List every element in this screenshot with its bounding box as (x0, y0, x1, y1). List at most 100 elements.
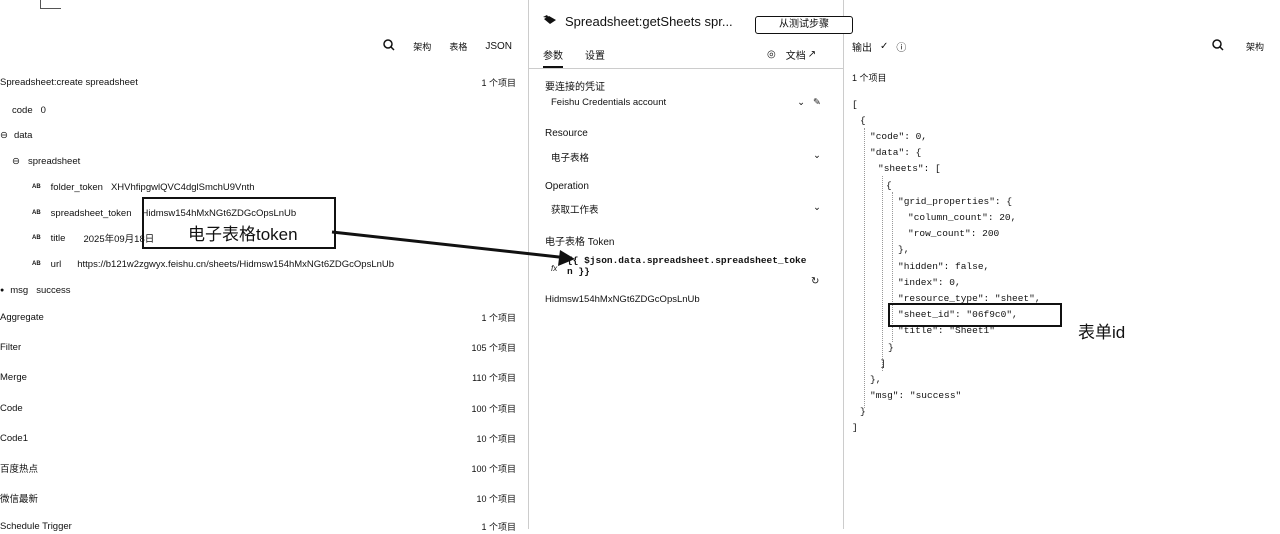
node-item[interactable]: 微信最新 10 个项目 (0, 490, 516, 506)
schema-view-button[interactable]: 架构 (413, 41, 432, 52)
node-item[interactable]: Code 100 个项目 (0, 400, 516, 416)
resource-select[interactable]: 电子表格 ⌄ (551, 150, 821, 164)
field-folder-token: AB folder_token XHVhfipgwlQVC4dglSmchU9V… (32, 179, 516, 195)
external-link-icon[interactable]: ↗ (807, 49, 817, 60)
sheet-id-annotation-box (888, 303, 1062, 327)
json-line: "grid_properties": { (898, 196, 1013, 207)
feedback-icon[interactable]: ◎ (767, 49, 776, 60)
node-count: 1 个项目 (481, 77, 516, 88)
node-count: 10 个项目 (476, 493, 516, 504)
docs-link[interactable]: 文档 (785, 51, 806, 62)
field-key: title (50, 232, 66, 244)
feishu-logo-icon (543, 14, 557, 29)
node-title: Spreadsheet:create spreadsheet (0, 76, 138, 88)
json-view-button[interactable]: JSON (485, 40, 512, 52)
json-line: ] (852, 422, 858, 433)
node-name: Code (0, 402, 23, 414)
json-line: "sheet_id": "06f9c0", (898, 309, 1018, 320)
execute-step-button[interactable]: 从测试步骤 (755, 16, 853, 34)
node-name: Filter (0, 341, 22, 353)
json-line: }, (870, 374, 882, 385)
field-value: 0 (40, 104, 46, 116)
field-value: https://b121w2zgwyx.feishu.cn/sheets/Hid… (77, 258, 395, 270)
field-key: spreadsheet (27, 155, 81, 167)
collapse-icon[interactable]: ⊖ (0, 129, 8, 141)
credential-label: 要连接的凭证 (545, 82, 605, 93)
expression-fx-icon[interactable]: fx (551, 264, 558, 273)
string-type-icon: AB (32, 261, 41, 267)
field-key: spreadsheet_token (50, 207, 132, 219)
refresh-icon[interactable]: ↻ (811, 276, 820, 287)
field-value: Hidmsw154hMxNGt6ZDGcOpsLnUb (141, 207, 297, 219)
node-item[interactable]: Code1 10 个项目 (0, 430, 516, 446)
bullet-icon: ● (0, 286, 5, 294)
json-line: "index": 0, (898, 277, 961, 288)
node-count: 105 个项目 (471, 342, 516, 353)
node-count: 1 个项目 (481, 521, 516, 532)
node-name: Merge (0, 371, 27, 383)
node-item[interactable]: Merge 110 个项目 (0, 369, 516, 385)
node-item[interactable]: Filter 105 个项目 (0, 339, 516, 355)
check-circle-icon: ✓ (880, 41, 889, 52)
field-data[interactable]: ⊖ data (0, 127, 516, 143)
output-panel: 输出 ✓ ⓘ 架构 1 个项目 [ { "code": 0, "data": {… (842, 0, 1280, 529)
info-icon[interactable]: ⓘ (896, 43, 907, 54)
operation-select[interactable]: 获取工作表 ⌄ (551, 202, 821, 216)
string-type-icon: AB (32, 235, 41, 241)
node-header[interactable]: Spreadsheet:create spreadsheet 1 个项目 (0, 74, 516, 90)
field-code: code 0 (12, 102, 516, 118)
json-line: } (888, 342, 894, 353)
chevron-down-icon[interactable]: ⌄ (797, 97, 806, 108)
field-msg: ● msg success (0, 282, 516, 298)
field-key: folder_token (50, 181, 103, 193)
string-type-icon: AB (32, 184, 41, 190)
edit-icon[interactable]: ✎ (813, 97, 821, 108)
search-icon[interactable] (383, 39, 395, 53)
search-icon[interactable] (1212, 39, 1224, 53)
resource-label: Resource (545, 128, 588, 139)
node-header: Spreadsheet:getSheets spr... (543, 14, 733, 29)
json-line: "sheets": [ (878, 163, 941, 174)
json-line: { (860, 115, 866, 126)
resource-value: 电子表格 (551, 153, 590, 164)
divider (529, 68, 843, 69)
panel-edge (40, 0, 61, 9)
node-item[interactable]: Schedule Trigger 1 个项目 (0, 518, 516, 534)
token-expression-input[interactable]: {{ $json.data.spreadsheet.spreadsheet_to… (567, 255, 806, 277)
operation-label: Operation (545, 181, 589, 192)
tab-params[interactable]: 参数 (543, 47, 563, 68)
token-result: Hidmsw154hMxNGt6ZDGcOpsLnUb (545, 294, 700, 305)
node-count: 10 个项目 (476, 433, 516, 444)
json-line: "data": { (870, 147, 922, 158)
expression-line: {{ $json.data.spreadsheet.spreadsheet_to… (567, 255, 807, 266)
json-line: "title": "Sheet1" (898, 325, 995, 336)
output-label: 输出 (852, 43, 872, 54)
output-toolbar: 架构 (1212, 39, 1264, 53)
field-spreadsheet[interactable]: ⊖ spreadsheet (12, 153, 516, 169)
input-toolbar: 架构 表格 JSON (383, 39, 512, 53)
tab-settings[interactable]: 设置 (585, 51, 605, 62)
field-title: AB title 2025年09月18日 (32, 230, 516, 246)
field-value: 2025年09月18日 (83, 234, 155, 245)
token-label: 电子表格 Token (545, 237, 615, 248)
json-line: [ (852, 99, 858, 110)
schema-view-button[interactable]: 架构 (1245, 41, 1264, 52)
node-name: Code1 (0, 432, 28, 444)
chevron-down-icon[interactable]: ⌄ (813, 150, 821, 161)
indent-guide (864, 128, 865, 408)
node-item[interactable]: Aggregate 1 个项目 (0, 309, 516, 325)
output-count: 1 个项目 (852, 73, 887, 83)
string-type-icon: AB (32, 210, 41, 216)
node-item[interactable]: 百度热点 100 个项目 (0, 460, 516, 476)
collapse-icon[interactable]: ⊖ (12, 155, 20, 167)
indent-guide (882, 176, 883, 371)
chevron-down-icon[interactable]: ⌄ (813, 202, 821, 213)
json-line: { (886, 180, 892, 191)
node-name: Aggregate (0, 311, 44, 323)
docs-area: ◎ 文档 ↗ (767, 47, 816, 62)
credential-select[interactable]: Feishu Credentials account ⌄ ✎ (551, 97, 821, 108)
field-value: success (36, 284, 71, 296)
node-count: 100 个项目 (471, 463, 516, 474)
table-view-button[interactable]: 表格 (449, 41, 468, 52)
json-line: }, (898, 244, 910, 255)
